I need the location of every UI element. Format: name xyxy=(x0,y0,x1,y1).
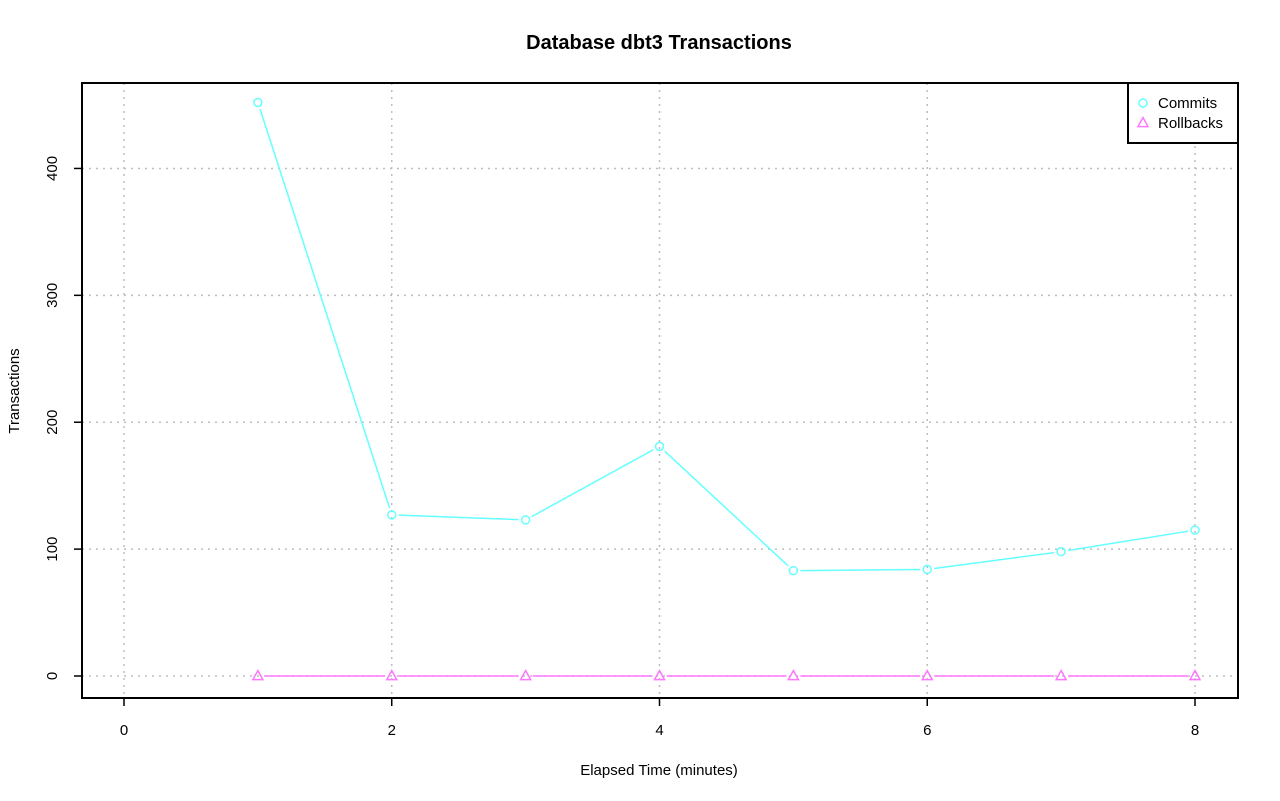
series-line-segment xyxy=(1067,530,1189,552)
legend-commits-marker xyxy=(1138,98,1148,108)
x-axis-label: Elapsed Time (minutes) xyxy=(580,762,738,779)
commits-point xyxy=(922,564,932,575)
rollbacks-point xyxy=(653,669,666,681)
commits-point xyxy=(788,565,799,576)
rollbacks-point xyxy=(519,669,532,681)
rollbacks-point xyxy=(787,669,800,681)
series xyxy=(251,97,1202,681)
legend: Commits Rollbacks xyxy=(1127,82,1239,144)
legend-box xyxy=(1127,82,1239,144)
commits-point xyxy=(520,515,531,525)
commits-point xyxy=(387,510,397,520)
commits-point xyxy=(1190,525,1200,535)
series-line-segment xyxy=(398,514,519,521)
rollbacks-point xyxy=(1188,669,1202,681)
y-tick-label: 300 xyxy=(44,283,61,308)
series-rollbacks xyxy=(251,669,1202,681)
y-axis-label: Transactions xyxy=(6,348,23,433)
rollbacks-point xyxy=(1054,669,1068,681)
x-tick-label: 0 xyxy=(120,722,128,739)
y-tick-label: 100 xyxy=(44,537,61,562)
legend-rollbacks-label: Rollbacks xyxy=(1158,115,1223,132)
series-line-segment xyxy=(800,568,921,572)
y-tick-label: 400 xyxy=(44,156,61,181)
y-tick-label: 0 xyxy=(44,672,61,680)
legend-commits-label: Commits xyxy=(1158,95,1217,112)
commits-point xyxy=(654,441,665,452)
x-tick-label: 4 xyxy=(655,722,663,739)
commits-point xyxy=(253,97,263,108)
series-line-segment xyxy=(531,449,654,518)
x-tick-label: 2 xyxy=(388,722,396,739)
series-line-segment xyxy=(934,551,1055,570)
chart-title: Database dbt3 Transactions xyxy=(526,32,792,54)
x-tick-label: 6 xyxy=(923,722,931,739)
y-tick-label: 200 xyxy=(44,410,61,435)
grid xyxy=(82,83,1238,698)
rollbacks-point xyxy=(385,669,399,681)
rollbacks-point xyxy=(920,669,934,681)
series-line-segment xyxy=(664,450,789,567)
series-line-segment xyxy=(259,108,391,509)
axes: 0 2 4 6 8 0 100 200 300 400 xyxy=(44,156,1199,739)
series-commits xyxy=(253,97,1200,576)
commits-point xyxy=(1056,546,1066,557)
x-tick-label: 8 xyxy=(1191,722,1199,739)
legend-rollbacks-marker xyxy=(1136,116,1150,128)
rollbacks-point xyxy=(251,669,265,681)
